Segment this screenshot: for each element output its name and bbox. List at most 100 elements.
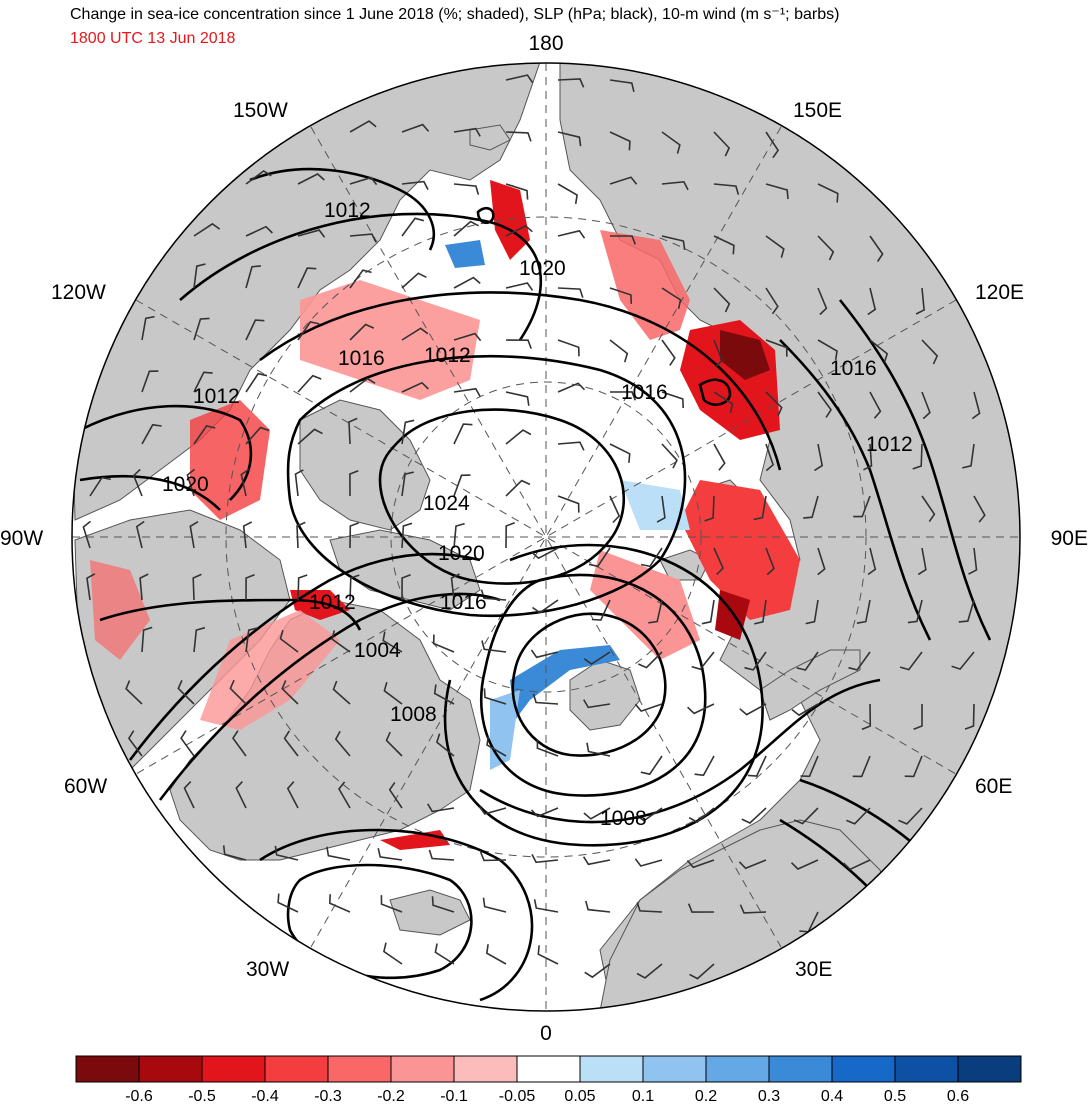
land-novaya-zemlya (759, 649, 861, 721)
isobar-1008-south (479, 678, 881, 824)
wind-barb (349, 522, 359, 549)
wind-barb (532, 599, 559, 614)
isobar-greenland-1 (158, 592, 501, 801)
colorbar-swatch (390, 1055, 455, 1083)
wind-barb (193, 626, 206, 653)
wind-barb (898, 807, 923, 825)
wind-barb (921, 391, 931, 420)
wind-barb (277, 893, 299, 913)
wind-barb (609, 391, 637, 401)
wind-barb (428, 849, 455, 861)
wind-barb (377, 848, 403, 861)
wind-barb (765, 391, 783, 417)
wind-barb (245, 319, 265, 341)
colorbar-tick-label: -0.4 (251, 1088, 279, 1105)
valid-time-label: 1800 UTC 13 Jun 2018 (70, 30, 236, 47)
isobar-baffin-1012 (99, 598, 362, 631)
isobar-label: 1012 (324, 199, 371, 222)
figure-title: Change in sea-ice concentration since 1 … (70, 6, 840, 23)
land-canadian-archipelago (299, 399, 431, 531)
wind-barb (701, 599, 715, 625)
wind-barb (533, 899, 559, 913)
shade-east-greenland-blue (490, 690, 520, 770)
wind-barb (349, 233, 377, 243)
wind-barb (193, 371, 213, 393)
lon-label-60e: 60E (975, 775, 1012, 798)
wind-barb (385, 731, 403, 757)
wind-barb (973, 495, 986, 523)
isobar-anticyclone-mid (286, 354, 687, 617)
wind-barb (222, 845, 247, 861)
wind-barb (687, 903, 715, 913)
isobar-pacific-1012 (249, 167, 435, 251)
isobar-laptev-cell (698, 378, 732, 406)
wind-barb (186, 468, 195, 497)
wind-barb (661, 180, 689, 191)
wind-barb (180, 730, 195, 757)
wind-barb (427, 803, 455, 813)
wind-barb (557, 287, 584, 298)
isobar-atlantic-low (286, 863, 473, 980)
wind-barb (530, 807, 559, 818)
wind-barb (297, 574, 308, 601)
wind-barb (958, 599, 975, 623)
wind-barb (297, 320, 320, 341)
isobar-1016-arc (259, 291, 782, 471)
wind-barb (917, 547, 927, 576)
wind-barb (744, 651, 767, 671)
wind-barb (867, 547, 877, 576)
wind-barb (583, 651, 611, 665)
wind-barb (297, 267, 317, 289)
wind-barb (141, 315, 155, 341)
wind-barb (869, 339, 889, 363)
wind-barb (609, 495, 621, 524)
isobar-label: 1008 (600, 807, 647, 830)
wind-barb (637, 651, 663, 669)
wind-barb (505, 224, 533, 237)
lon-label-0: 0 (540, 1022, 552, 1045)
wind-barb (274, 845, 299, 861)
colorbar: -0.6 -0.5 -0.4 -0.3 -0.2 -0.1 -0.05 0.05 0.1 0.2 0… (75, 1055, 1022, 1105)
wind-barb (536, 739, 559, 757)
wind-barb (765, 183, 789, 200)
wind-barb (135, 520, 145, 549)
colorbar-tick-label: 0.1 (632, 1088, 654, 1105)
colorbar-tick-label: 0.05 (564, 1088, 595, 1105)
wind-barb (453, 276, 481, 289)
wind-barb (817, 235, 835, 261)
wind-barb (557, 131, 582, 147)
wind-barb (738, 859, 767, 870)
shade-east-siberian (600, 230, 690, 340)
wind-barb (486, 735, 507, 757)
wind-barb (848, 651, 871, 671)
shade-baffin-west (90, 560, 150, 660)
wind-barb (401, 272, 427, 289)
wind-barb (245, 225, 273, 237)
wind-barb (434, 943, 455, 965)
wind-barb (588, 547, 611, 568)
isobar-label: 1020 (519, 257, 566, 280)
lon-label-30e: 30E (795, 958, 832, 981)
wind-barb (531, 854, 559, 864)
wind-barb (867, 287, 877, 316)
colorbar-swatch (75, 1055, 140, 1083)
wind-barb (640, 755, 663, 776)
colorbar-tick-label: -0.6 (125, 1088, 153, 1105)
wind-barb (634, 858, 663, 867)
isobar-label: 1016 (440, 591, 487, 614)
wind-barb (800, 755, 819, 778)
wind-barb (505, 282, 534, 291)
colorbar-tick-label: 0.3 (758, 1088, 780, 1105)
wind-barb (232, 730, 247, 757)
wind-barb (141, 626, 153, 653)
isobar-label: 1012 (866, 433, 913, 456)
land-wrangel (469, 124, 511, 151)
wind-barb (479, 851, 507, 862)
colorbar-swatch (453, 1055, 518, 1083)
wind-barb (907, 599, 923, 624)
wind-barb (296, 521, 306, 549)
wind-barb (383, 681, 403, 705)
wind-barb (334, 730, 351, 757)
wind-barb (796, 651, 819, 671)
wind-barb (297, 374, 322, 393)
